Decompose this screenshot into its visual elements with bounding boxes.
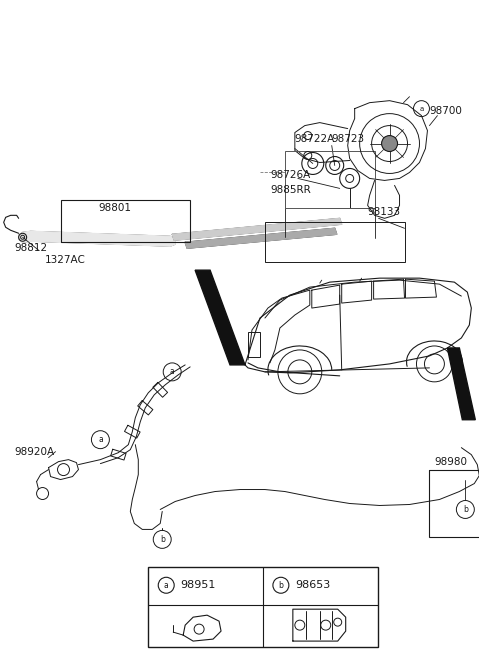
Bar bbox=[430, 470, 480, 537]
Text: 1327AC: 1327AC bbox=[45, 255, 85, 265]
Text: 98951: 98951 bbox=[180, 581, 216, 590]
Bar bbox=[248, 332, 260, 357]
Text: b: b bbox=[278, 581, 283, 590]
Text: 98920A: 98920A bbox=[15, 447, 55, 457]
Text: a: a bbox=[98, 435, 103, 444]
Polygon shape bbox=[185, 228, 336, 248]
Text: 98726A: 98726A bbox=[270, 171, 310, 180]
Text: 98801: 98801 bbox=[98, 203, 132, 213]
Bar bbox=[60, 200, 190, 242]
Polygon shape bbox=[195, 270, 245, 365]
Polygon shape bbox=[19, 232, 175, 246]
Polygon shape bbox=[172, 218, 342, 240]
Bar bbox=[285, 150, 374, 209]
Text: 98700: 98700 bbox=[430, 106, 462, 115]
Text: 98133: 98133 bbox=[368, 207, 401, 217]
Bar bbox=[265, 222, 405, 262]
Text: 98812: 98812 bbox=[15, 243, 48, 253]
Text: 98723: 98723 bbox=[332, 134, 365, 144]
Circle shape bbox=[382, 136, 397, 152]
Text: b: b bbox=[160, 535, 165, 544]
Text: 9885RR: 9885RR bbox=[270, 186, 311, 195]
Polygon shape bbox=[447, 348, 475, 420]
Text: 98722A: 98722A bbox=[295, 134, 335, 144]
Text: a: a bbox=[164, 581, 168, 590]
Text: a: a bbox=[170, 367, 175, 377]
Bar bbox=[148, 567, 378, 647]
Text: 98980: 98980 bbox=[434, 457, 468, 466]
Text: b: b bbox=[463, 505, 468, 514]
Text: 98653: 98653 bbox=[295, 581, 330, 590]
Text: a: a bbox=[420, 106, 423, 112]
